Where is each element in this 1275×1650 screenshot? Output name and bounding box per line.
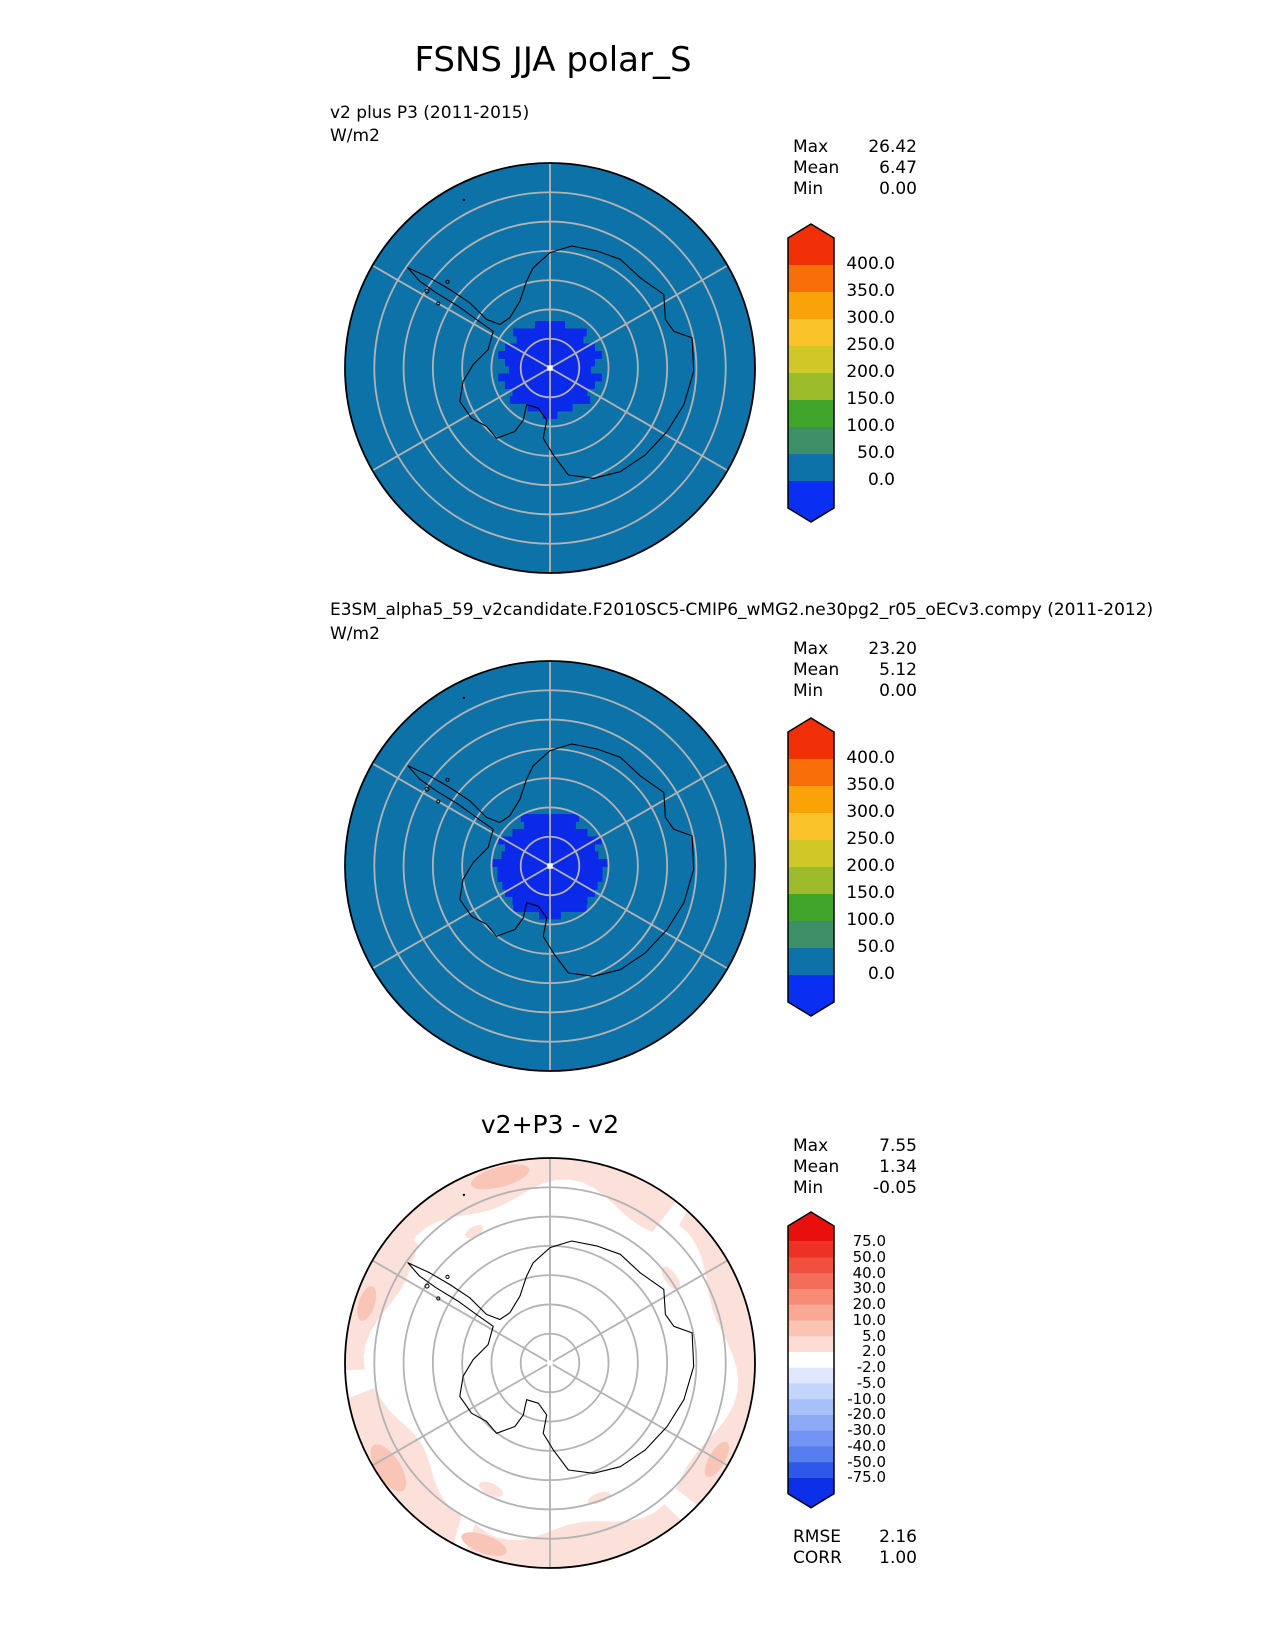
figure-title: FSNS JJA polar_S (414, 40, 692, 80)
stat-row: Min 0.00 (793, 179, 917, 200)
colorbar-tick-label: 20.0 (852, 1295, 886, 1314)
stat-label: Mean (793, 1157, 840, 1177)
stat-value: 0.00 (879, 179, 917, 199)
colorbar-tick-label: 50.0 (852, 1247, 886, 1266)
colorbar-tick-label: -75.0 (847, 1468, 886, 1487)
colorbar-tick-label: -30.0 (847, 1421, 886, 1440)
panel-2-stats: Max 23.20 Mean 5.12 Min 0.00 (793, 639, 917, 702)
colorbar-tick-label: 350.0 (846, 774, 895, 795)
panel-1-units: W/m2 (330, 126, 380, 146)
stat-row: Mean 6.47 (793, 158, 917, 179)
colorbar-tick-label: 150.0 (846, 882, 895, 903)
panel-3-map (344, 1157, 756, 1569)
colorbar-tick-label: -5.0 (856, 1373, 886, 1392)
colorbar-tick-label: -50.0 (847, 1452, 886, 1471)
stat-row: Max 23.20 (793, 639, 917, 660)
colorbar-tick-label: 5.0 (862, 1326, 886, 1345)
stat-row: Mean 5.12 (793, 660, 917, 681)
colorbar-tick-label: 75.0 (852, 1232, 886, 1251)
stat-value: 0.00 (879, 681, 917, 701)
stat-row: Max 26.42 (793, 137, 917, 158)
colorbar-tick-label: 40.0 (852, 1263, 886, 1282)
colorbar-tick-label: -2.0 (856, 1358, 886, 1377)
stat-label: Mean (793, 660, 840, 680)
stat-label: Min (793, 179, 824, 199)
panel-2-map (344, 660, 756, 1072)
stat-row: Max 7.55 (793, 1136, 917, 1157)
metric-row: RMSE 2.16 (793, 1527, 917, 1548)
stat-value: 1.34 (879, 1157, 917, 1177)
colorbar-tick-label: 0.0 (867, 469, 895, 490)
metric-row: CORR 1.00 (793, 1548, 917, 1569)
stat-label: Max (793, 1136, 829, 1156)
colorbar-tick-label: 150.0 (846, 388, 895, 409)
metric-label: RMSE (793, 1527, 842, 1547)
panel-1-stats: Max 26.42 Mean 6.47 Min 0.00 (793, 137, 917, 200)
stat-value: 7.55 (879, 1136, 917, 1156)
panel-1-map (344, 162, 756, 574)
colorbar-tick-label: 250.0 (846, 828, 895, 849)
colorbar-tick-label: 30.0 (852, 1279, 886, 1298)
metric-value: 2.16 (879, 1527, 917, 1547)
stat-value: -0.05 (873, 1178, 917, 1198)
colorbar-tick-label: 50.0 (857, 442, 895, 463)
stat-value: 23.20 (868, 639, 917, 659)
colorbar-scale (787, 223, 835, 523)
colorbar-tick-label: 400.0 (846, 747, 895, 768)
stat-row: Min -0.05 (793, 1178, 917, 1199)
colorbar-tick-label: 100.0 (846, 415, 895, 436)
stat-value: 6.47 (879, 158, 917, 178)
colorbar-tick-label: 350.0 (846, 280, 895, 301)
colorbar-tick-label: 250.0 (846, 334, 895, 355)
colorbar-tick-label: -20.0 (847, 1405, 886, 1424)
colorbar-tick-label: 200.0 (846, 855, 895, 876)
stat-value: 26.42 (868, 137, 917, 157)
panel-2-subtitle: E3SM_alpha5_59_v2candidate.F2010SC5-CMIP… (330, 600, 1154, 620)
panel-3-metrics: RMSE 2.16 CORR 1.00 (793, 1527, 917, 1569)
stat-label: Max (793, 137, 829, 157)
colorbar-tick-label: 400.0 (846, 253, 895, 274)
colorbar-scale (787, 1211, 835, 1509)
panel-3-stats: Max 7.55 Mean 1.34 Min -0.05 (793, 1136, 917, 1199)
stat-label: Mean (793, 158, 840, 178)
colorbar-tick-label: 2.0 (862, 1342, 886, 1361)
colorbar-tick-label: 50.0 (857, 936, 895, 957)
colorbar-tick-label: 200.0 (846, 361, 895, 382)
colorbar-tick-label: -10.0 (847, 1389, 886, 1408)
colorbar-tick-label: -40.0 (847, 1436, 886, 1455)
stat-value: 5.12 (879, 660, 917, 680)
stat-label: Max (793, 639, 829, 659)
stat-label: Min (793, 1178, 824, 1198)
stat-label: Min (793, 681, 824, 701)
panel-2-units: W/m2 (330, 624, 380, 644)
colorbar-tick-label: 100.0 (846, 909, 895, 930)
colorbar-tick-label: 0.0 (867, 963, 895, 984)
panel-3-title: v2+P3 - v2 (480, 1110, 620, 1139)
stat-row: Mean 1.34 (793, 1157, 917, 1178)
metric-label: CORR (793, 1548, 842, 1568)
colorbar-scale (787, 717, 835, 1017)
metric-value: 1.00 (879, 1548, 917, 1568)
panel-1-subtitle: v2 plus P3 (2011-2015) (330, 103, 530, 123)
colorbar-tick-label: 300.0 (846, 307, 895, 328)
colorbar-tick-label: 10.0 (852, 1310, 886, 1329)
stat-row: Min 0.00 (793, 681, 917, 702)
colorbar-tick-label: 300.0 (846, 801, 895, 822)
